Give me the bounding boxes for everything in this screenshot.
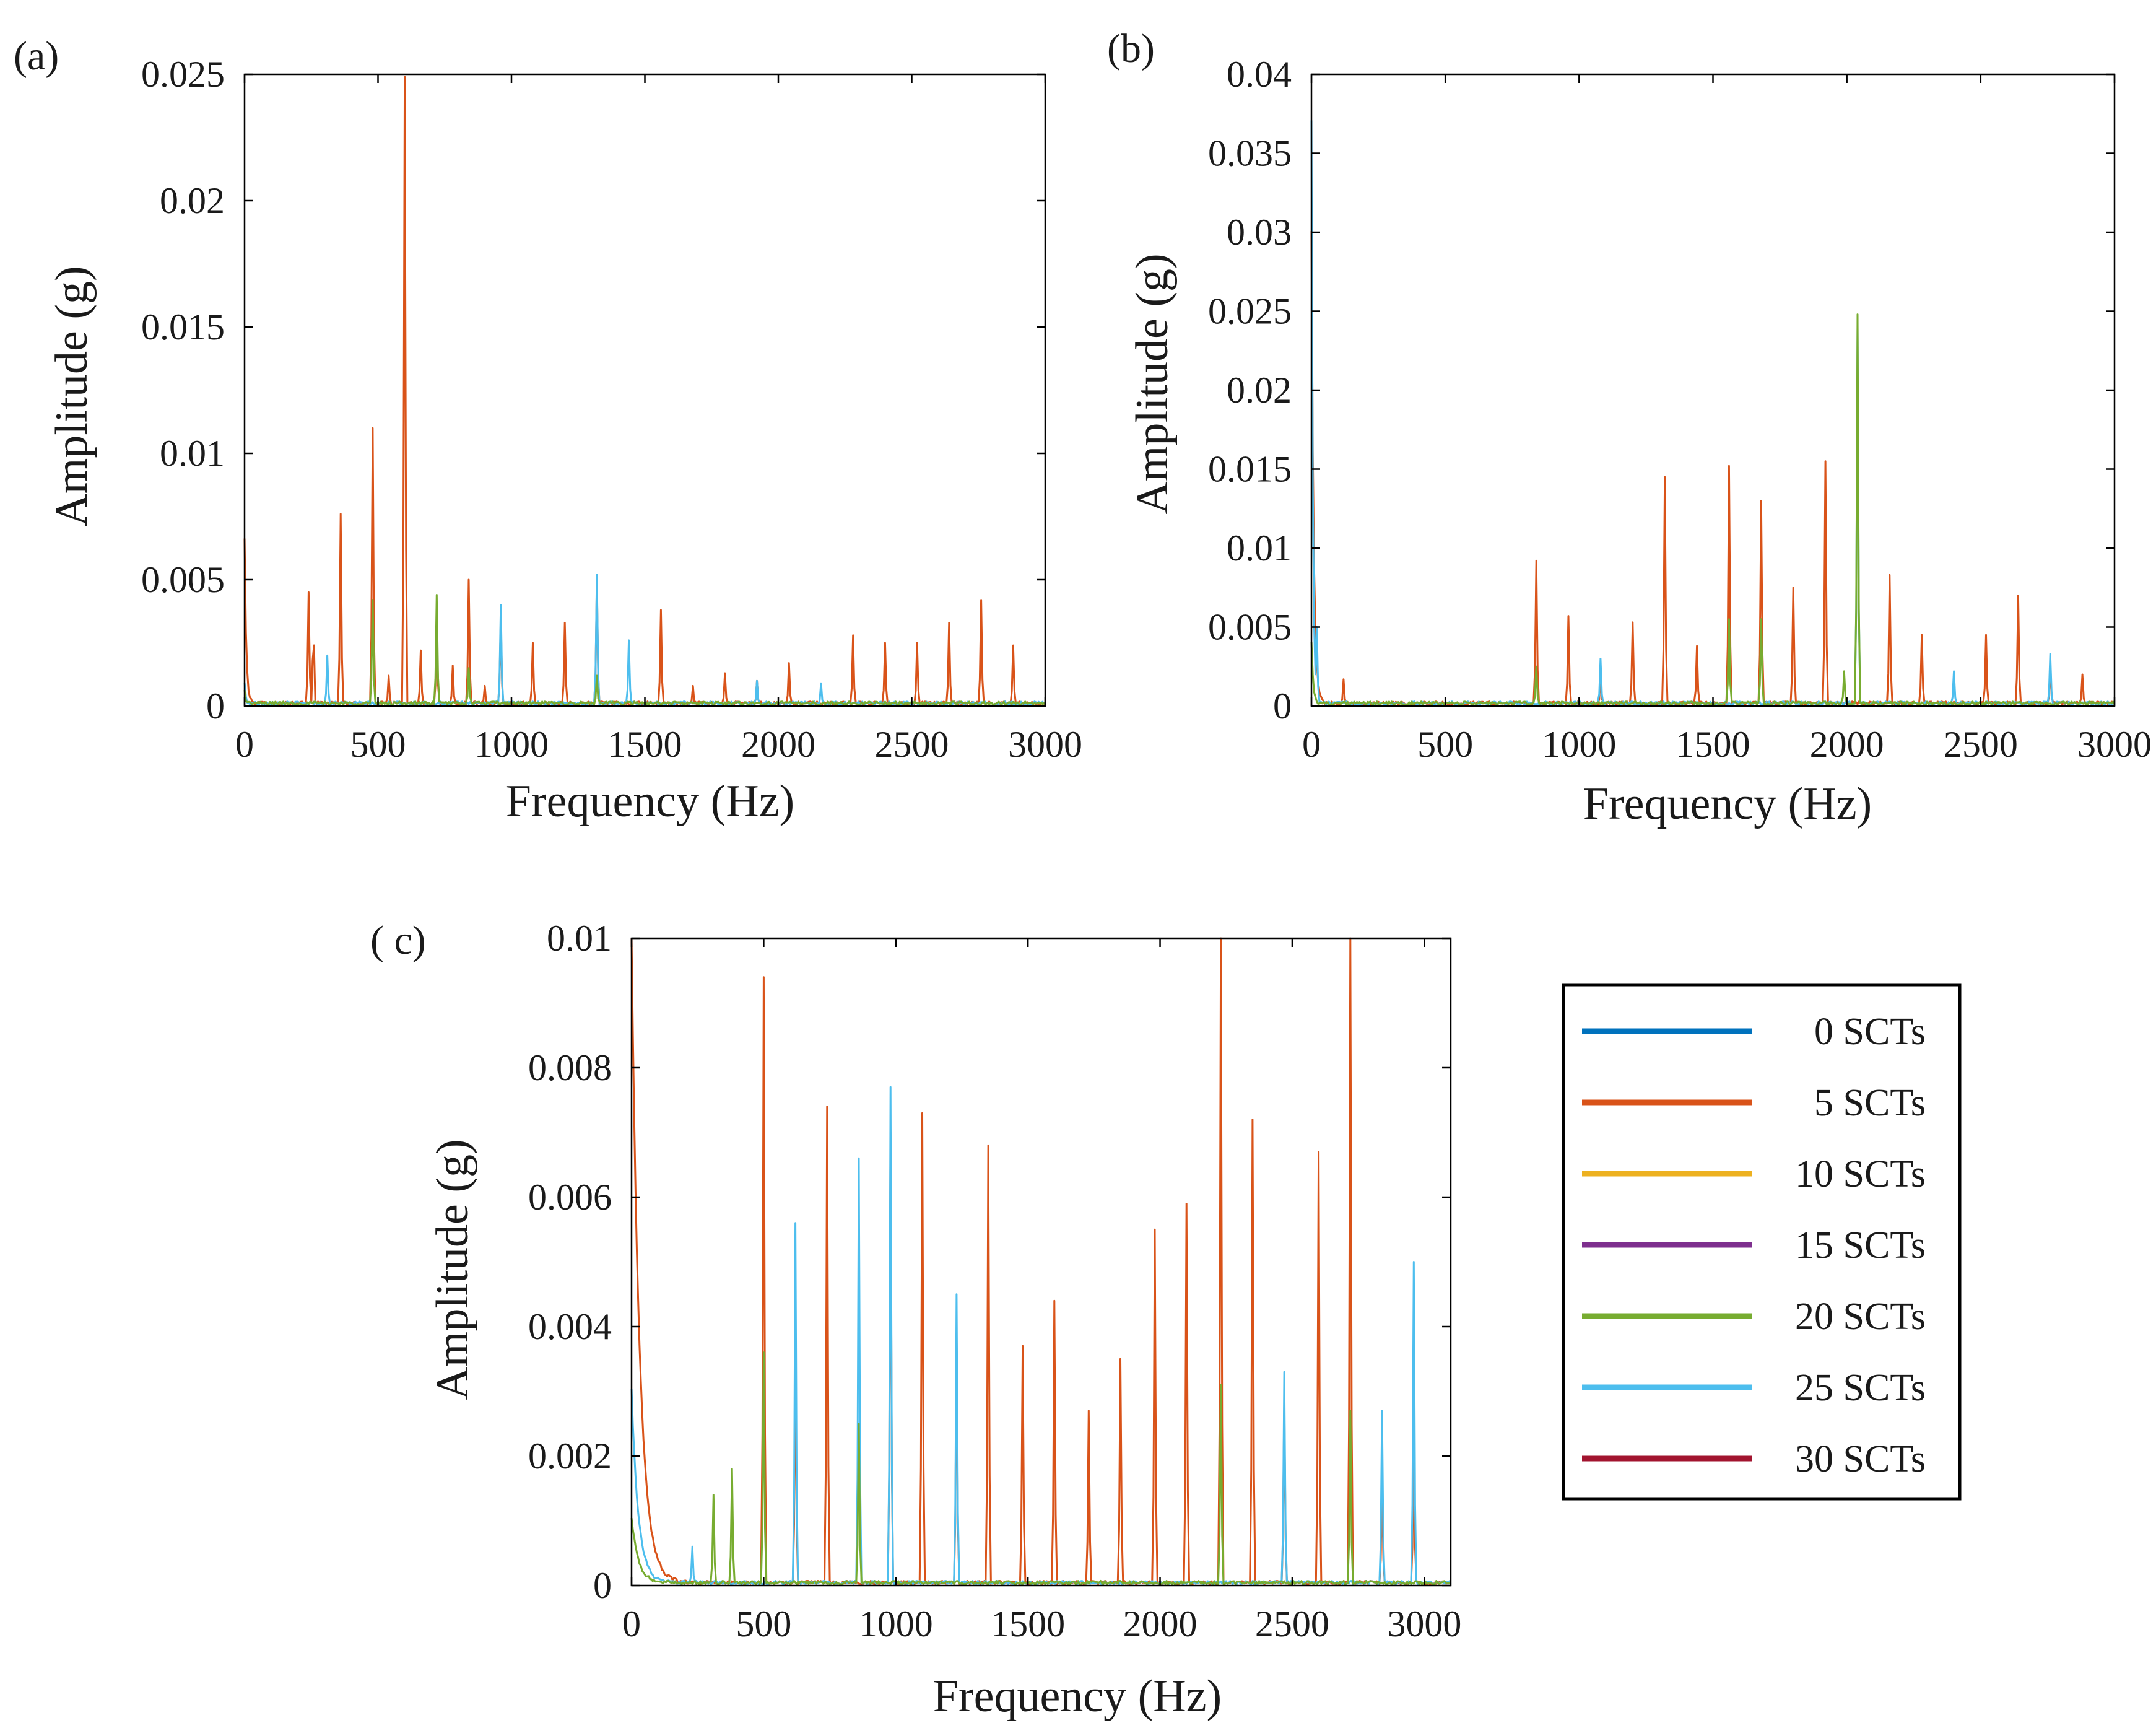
y-tick-label: 0 [206, 686, 225, 726]
y-tick-label: 0.002 [528, 1436, 612, 1476]
x-tick-label: 2500 [1944, 724, 2018, 765]
legend-box [1562, 983, 1962, 1501]
series-line-20-scts [630, 1351, 1451, 1586]
series-line-20-scts [1310, 313, 2116, 706]
series-line-25-scts [243, 574, 1046, 706]
x-tick-label: 3000 [1008, 724, 1082, 765]
x-tick-label: 2000 [1810, 724, 1884, 765]
panel-label-a: (a) [14, 33, 59, 79]
x-tick-label: 500 [350, 724, 406, 765]
y-tick-label: 0 [593, 1565, 612, 1606]
x-axis-label-c: Frequency (Hz) [933, 1671, 1222, 1722]
x-tick-label: 1000 [474, 724, 549, 765]
panel-c-spectrum: ( c) Amplitude (g) Frequency (Hz) 0 500 10… [370, 918, 1461, 1722]
y-tick-label: 0.005 [141, 559, 225, 600]
plot-frame [630, 937, 1452, 1587]
panel-label-b: (b) [1107, 26, 1155, 71]
legend-label: 10 SCTs [1795, 1153, 1926, 1195]
x-tick-label: 2500 [875, 724, 949, 765]
x-tick-label: 1000 [1542, 724, 1616, 765]
series-line-20-scts [243, 594, 1046, 706]
series-line-30-scts [630, 937, 1451, 1586]
y-tick-label: 0.01 [547, 918, 612, 959]
y-tick-label: 0.004 [528, 1306, 612, 1347]
series-line-25-scts [630, 1086, 1452, 1586]
legend-label: 25 SCTs [1795, 1367, 1926, 1409]
x-tick-label: 1500 [1676, 724, 1750, 765]
x-tick-label: 500 [1417, 724, 1473, 765]
y-tick-label: 0.015 [141, 307, 225, 347]
legend-label: 15 SCTs [1795, 1224, 1926, 1267]
y-tick-label: 0.006 [528, 1177, 612, 1218]
x-tick-label: 1000 [859, 1603, 933, 1644]
y-tick-label: 0.008 [528, 1047, 612, 1088]
x-tick-label: 2500 [1255, 1603, 1329, 1644]
y-tick-label: 0.01 [1227, 528, 1292, 569]
y-tick-label: 0.04 [1227, 54, 1292, 95]
y-tick-label: 0.005 [1208, 607, 1292, 648]
legend-label: 0 SCTs [1814, 1011, 1926, 1053]
legend-label: 20 SCTs [1795, 1296, 1926, 1338]
panel-b-spectrum: (b) Amplitude (g) Frequency (Hz) 0 500 100… [1107, 26, 2152, 829]
y-axis-label-c: Amplitude (g) [427, 1139, 478, 1400]
y-tick-label: 0.025 [1208, 291, 1292, 332]
panel-label-c: ( c) [370, 918, 426, 963]
x-tick-label: 0 [622, 1603, 641, 1644]
plot-frame [1310, 73, 2116, 707]
y-axis-label-a: Amplitude (g) [46, 266, 97, 526]
y-tick-label: 0.035 [1208, 133, 1292, 174]
x-tick-label: 0 [235, 724, 254, 765]
x-tick-label: 0 [1302, 724, 1321, 765]
x-tick-label: 1500 [991, 1603, 1065, 1644]
x-axis-label-b: Frequency (Hz) [1583, 779, 1872, 829]
y-tick-label: 0.025 [141, 54, 225, 95]
legend-label: 5 SCTs [1814, 1082, 1926, 1124]
y-tick-label: 0.015 [1208, 449, 1292, 490]
y-tick-label: 0 [1273, 686, 1292, 726]
x-tick-label: 3000 [2077, 724, 2152, 765]
x-axis-label-a: Frequency (Hz) [506, 776, 794, 827]
panel-a-spectrum: (a) Amplitude (g) Frequency (Hz) 0 500 100… [14, 33, 1082, 827]
y-tick-label: 0.02 [1227, 370, 1292, 411]
y-tick-label: 0.02 [160, 180, 225, 221]
y-tick-label: 0.01 [160, 433, 225, 474]
y-axis-label-b: Amplitude (g) [1127, 253, 1178, 514]
legend-label: 30 SCTs [1795, 1438, 1926, 1480]
plot-frame [243, 73, 1046, 707]
series-line-30-scts [1310, 230, 2116, 706]
legend: 0 SCTs 5 SCTs 10 SCTs 15 SCTs 20 SCTs 25 SCTs… [1562, 983, 1962, 1501]
x-tick-label: 500 [736, 1603, 791, 1644]
x-tick-label: 3000 [1387, 1603, 1461, 1644]
series-line-30-scts [243, 76, 1046, 706]
series-line-25-scts [1310, 120, 2116, 706]
x-tick-label: 2000 [741, 724, 815, 765]
x-tick-label: 2000 [1123, 1603, 1198, 1644]
y-tick-label: 0.03 [1227, 212, 1292, 253]
x-tick-label: 1500 [608, 724, 682, 765]
